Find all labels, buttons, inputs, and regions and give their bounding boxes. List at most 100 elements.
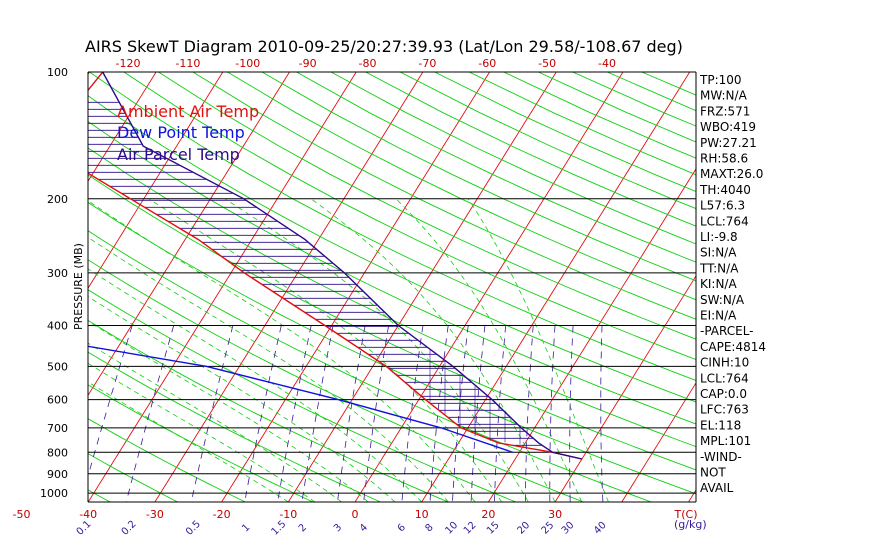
legend-dewpoint: Dew Point Temp xyxy=(117,123,245,142)
index-label: TH:4040 xyxy=(699,183,751,197)
mixing-ratio-line xyxy=(549,325,556,502)
index-label: FRZ:571 xyxy=(700,104,750,118)
index-label: KI:N/A xyxy=(700,277,737,291)
dry-adiabat-line xyxy=(261,72,696,282)
isotherm-line xyxy=(88,72,290,397)
index-label: MPL:101 xyxy=(700,434,751,448)
mixing-ratio-line xyxy=(452,325,469,502)
dry-adiabat-line xyxy=(296,72,696,263)
index-label: -WIND- xyxy=(700,450,742,464)
legend: Ambient Air Temp Dew Point Temp Air Parc… xyxy=(117,102,259,164)
index-label: -PARCEL- xyxy=(700,324,754,338)
moist-adiabat-line xyxy=(224,198,529,502)
bottom-temp-tick-label: -50 xyxy=(13,508,31,521)
isotherm-line xyxy=(554,275,696,502)
index-label: LFC:763 xyxy=(700,403,749,417)
bottom-temp-tick-label: 10 xyxy=(415,508,429,521)
bottom-temp-tick-label: 20 xyxy=(481,508,495,521)
temp-unit-label: T(C) xyxy=(674,508,698,521)
moist-adiabat-line xyxy=(88,362,316,502)
index-label: CAP:0.0 xyxy=(700,387,747,401)
moist-adiabat-line xyxy=(395,198,583,502)
mixing-ratio-tick-label: 8 xyxy=(423,522,435,534)
top-temp-tick-label: -70 xyxy=(418,57,436,70)
moist-adiabat-line xyxy=(310,198,556,502)
cape-hatching xyxy=(88,101,543,446)
isotherm-line xyxy=(488,168,696,502)
index-label: RH:58.6 xyxy=(700,152,748,166)
dry-adiabat-line xyxy=(158,72,696,340)
mixing-ratio-tick-label: 20 xyxy=(515,520,532,537)
mixing-ratio-tick-label: 40 xyxy=(592,520,609,537)
dry-adiabat-line xyxy=(88,289,517,502)
profile-lines xyxy=(88,72,583,460)
mixing-ratio-tick-label: 1 xyxy=(240,522,252,534)
pressure-tick-label: 800 xyxy=(47,446,68,459)
index-label: CAPE:4814 xyxy=(700,340,766,354)
dry-adiabat-line xyxy=(88,174,696,471)
dry-adiabat-line xyxy=(88,147,696,448)
dry-adiabat-line xyxy=(88,351,381,502)
mixing-ratio-line xyxy=(88,325,133,478)
mixing-ratio-line xyxy=(429,325,449,502)
isotherm-line xyxy=(221,72,490,502)
dry-adiabat-line xyxy=(227,72,696,301)
mixing-ratio-line xyxy=(494,325,507,502)
mixing-ratio-line xyxy=(277,325,312,502)
moist-adiabat-line xyxy=(88,200,476,502)
mixing-ratio-tick-label: 25 xyxy=(540,520,557,537)
bottom-temp-tick-label: -10 xyxy=(279,508,297,521)
top-temp-tick-label: -110 xyxy=(175,57,200,70)
isotherm-line xyxy=(154,72,424,502)
dry-adiabat-line xyxy=(88,319,449,502)
mixing-ratio-line xyxy=(244,325,282,502)
moist-adiabat-line xyxy=(88,268,422,502)
mixing-ratio-line xyxy=(190,325,234,502)
mixing-ratio-line xyxy=(525,325,534,502)
top-temp-tick-label: -100 xyxy=(235,57,260,70)
index-label: EL:118 xyxy=(700,418,741,432)
bottom-temp-tick-label: -40 xyxy=(79,508,97,521)
dry-adiabat-line xyxy=(88,453,178,502)
dry-adiabat-line xyxy=(88,418,246,502)
index-label: NOT xyxy=(700,466,726,480)
mixing-ratio-tick-label: 1.5 xyxy=(269,519,288,538)
mixing-ratio-tick-label: 15 xyxy=(485,520,502,537)
index-label: MAXT:26.0 xyxy=(700,167,763,181)
dry-adiabat-line xyxy=(89,72,696,382)
dry-adiabat-line xyxy=(88,201,696,495)
top-temp-tick-label: -90 xyxy=(299,57,317,70)
index-label: L57:6.3 xyxy=(700,199,745,213)
bottom-temp-tick-label: -30 xyxy=(146,508,164,521)
index-label: LCL:764 xyxy=(700,371,749,385)
index-label: TT:N/A xyxy=(699,261,739,275)
isotherm-line xyxy=(621,382,696,502)
mixing-ratio-tick-label: 0.1 xyxy=(75,519,94,538)
bottom-temp-tick-label: 30 xyxy=(548,508,562,521)
pressure-tick-label: 400 xyxy=(47,320,68,333)
pressure-tick-label: 300 xyxy=(47,267,68,280)
index-label: MW:N/A xyxy=(700,89,748,103)
pressure-tick-label: 200 xyxy=(47,193,68,206)
index-label: WBO:419 xyxy=(700,120,756,134)
moist-adiabat-line xyxy=(88,236,449,502)
mixing-ratio-line xyxy=(600,325,604,502)
index-label: LI:-9.8 xyxy=(700,230,738,244)
index-label: SI:N/A xyxy=(700,246,737,260)
index-label: SW:N/A xyxy=(700,293,745,307)
index-label: PW:27.21 xyxy=(700,136,757,150)
dry-adiabat-line xyxy=(365,72,696,227)
isotherm-line xyxy=(421,72,691,502)
mixing-ratio-line xyxy=(363,325,389,502)
mixing-ratio-line xyxy=(125,325,175,502)
pressure-tick-label: 1000 xyxy=(40,487,68,500)
dry-adiabat-line xyxy=(88,95,696,403)
dry-adiabat-line xyxy=(123,72,696,361)
series-line-2 xyxy=(102,72,583,460)
dry-adiabat-line xyxy=(192,72,696,320)
index-label: CINH:10 xyxy=(700,356,749,370)
legend-ambient: Ambient Air Temp xyxy=(117,102,259,121)
